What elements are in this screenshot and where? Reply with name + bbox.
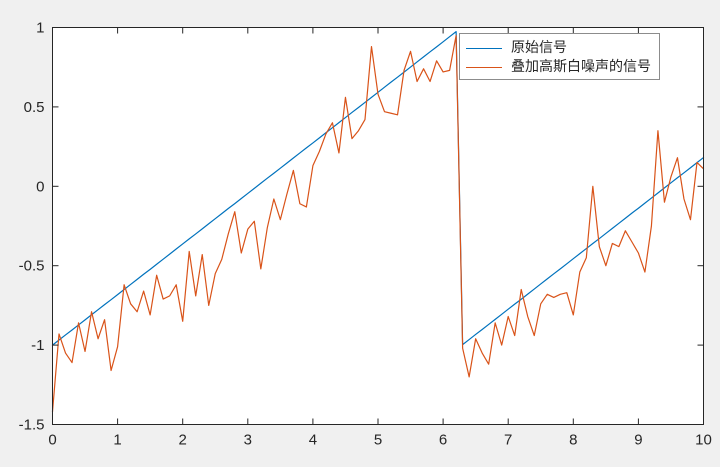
x-tick-label: 0 [48, 432, 56, 449]
series-line-1 [51, 34, 705, 413]
x-tick-label: 8 [569, 432, 577, 449]
x-tick-label: 5 [374, 432, 382, 449]
x-tick-labels: 0 1 2 3 4 5 6 7 8 9 10 [48, 432, 712, 449]
x-tick-label: 7 [504, 432, 512, 449]
legend-entry-noisy[interactable]: 叠加高斯白噪声的信号 [466, 58, 651, 77]
axes-frame [52, 27, 704, 425]
x-tick-label: 1 [113, 432, 121, 449]
y-tick-labels: -1.5 -1 -0.5 0 0.5 1 [19, 20, 45, 434]
y-tick-label: -1 [31, 337, 44, 354]
legend-swatch-noisy [466, 67, 502, 68]
legend-swatch-original [466, 48, 502, 49]
legend-label-original: 原始信号 [511, 40, 567, 56]
legend-entry-original[interactable]: 原始信号 [466, 39, 651, 58]
y-tick-label: 1 [36, 20, 44, 37]
x-tick-label: 9 [634, 432, 642, 449]
x-tick-label: 10 [695, 432, 712, 449]
series-layer [51, 31, 705, 413]
legend[interactable]: 原始信号 叠加高斯白噪声的信号 [459, 33, 660, 80]
y-tick-label: -0.5 [19, 258, 45, 275]
x-tick-label: 4 [309, 432, 317, 449]
y-tick-label: 0 [36, 178, 44, 195]
x-tick-label: 3 [244, 432, 252, 449]
x-tick-label: 6 [439, 432, 447, 449]
y-tick-label: 0.5 [24, 99, 45, 116]
y-tick-label: -1.5 [19, 417, 45, 434]
axes-background [52, 27, 704, 425]
legend-label-noisy: 叠加高斯白噪声的信号 [511, 59, 651, 75]
x-tick-label: 2 [179, 432, 187, 449]
